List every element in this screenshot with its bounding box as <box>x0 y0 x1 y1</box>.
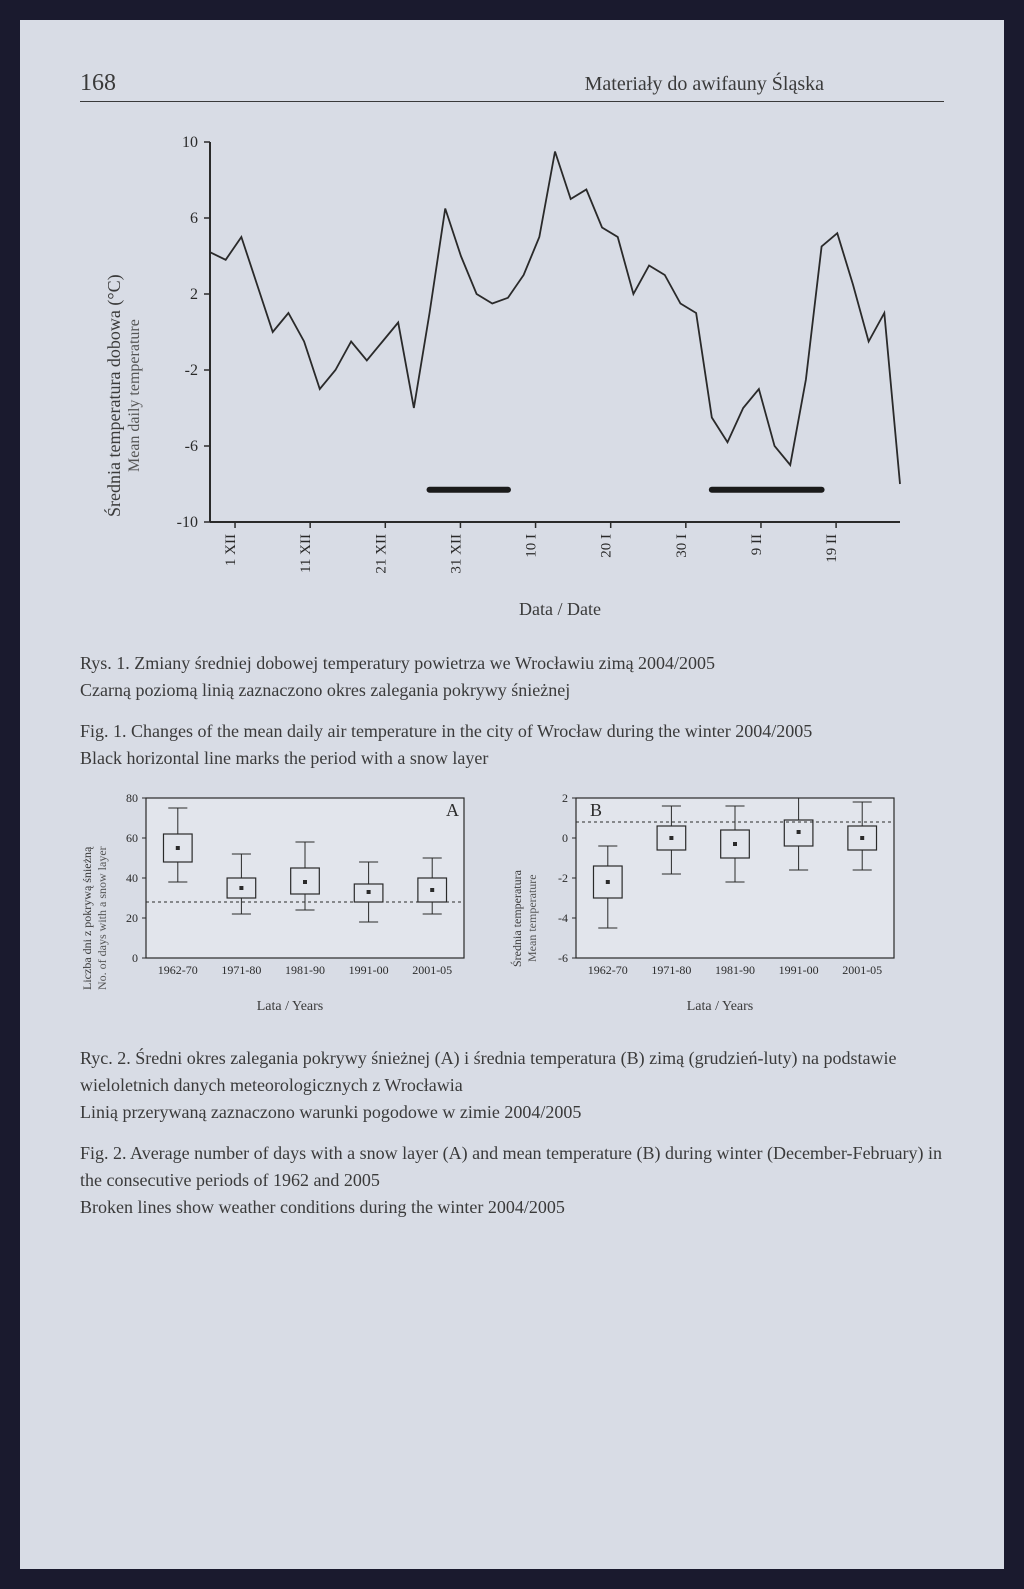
caption-1-en-note: Black horizontal line marks the period w… <box>80 748 488 768</box>
page-header: 168 Materiały do awifauny Śląska <box>80 70 944 102</box>
svg-text:1981-90: 1981-90 <box>715 963 755 977</box>
page-number: 168 <box>80 70 116 97</box>
svg-text:-2: -2 <box>185 362 198 379</box>
svg-text:1971-80: 1971-80 <box>221 963 261 977</box>
svg-text:2: 2 <box>562 792 568 805</box>
svg-text:19 II: 19 II <box>824 534 840 563</box>
svg-text:2001-05: 2001-05 <box>412 963 452 977</box>
caption-1-pl-note: Czarną poziomą linią zaznaczono okres za… <box>80 680 570 700</box>
caption-2-en-note: Broken lines show weather conditions dur… <box>80 1197 565 1217</box>
chart1-xlabel: Data / Date <box>210 599 910 620</box>
chart2a-svg: 0 20 40 60 80 1962-70 1971-80 1981-90 1991-00 200… <box>110 792 470 992</box>
chart2b-ylabel: Średnia temperatura Mean temperature <box>510 792 540 1015</box>
caption-2-pl-text: Średni okres zalegania pokrywy śnieżnej … <box>80 1048 897 1095</box>
svg-text:20 I: 20 I <box>599 534 615 558</box>
svg-text:30 I: 30 I <box>674 534 690 558</box>
chart1-plot-area: -10 -6 -2 2 6 10 1 XII 11 XII 21 XII 31 XII 10 I 20… <box>150 132 910 620</box>
svg-text:B: B <box>590 800 602 820</box>
page-header-title: Materiały do awifauny Śląska <box>585 73 824 96</box>
chart1-svg: -10 -6 -2 2 6 10 1 XII 11 XII 21 XII 31 XII 10 I 20… <box>150 132 910 592</box>
svg-text:31 XII: 31 XII <box>448 534 464 574</box>
caption-2-en: Fig. 2. Average number of days with a sn… <box>80 1140 944 1221</box>
chart1-ylabel-en: Mean daily temperature <box>126 320 143 473</box>
page: 168 Materiały do awifauny Śląska Średnia… <box>20 20 1004 1569</box>
svg-text:1991-00: 1991-00 <box>349 963 389 977</box>
svg-text:1991-00: 1991-00 <box>779 963 819 977</box>
svg-text:1962-70: 1962-70 <box>158 963 198 977</box>
caption-2-pl: Ryc. 2. Średni okres zalegania pokrywy ś… <box>80 1045 944 1126</box>
svg-text:6: 6 <box>190 210 198 227</box>
chart2a-ylabel: Liczba dni z pokrywą śnieżną No. of days… <box>80 792 110 1015</box>
chart2a-ylabel-pl: Liczba dni z pokrywą śnieżną <box>80 847 94 990</box>
svg-text:A: A <box>446 800 459 820</box>
caption-2-en-label: Fig. 2. <box>80 1143 127 1163</box>
svg-text:20: 20 <box>126 911 138 925</box>
chart2b-svg: -6 -4 -2 0 2 1962-70 1971-80 1981-90 1991-00 2001… <box>540 792 900 992</box>
svg-text:40: 40 <box>126 871 138 885</box>
caption-1-pl: Rys. 1. Zmiany średniej dobowej temperat… <box>80 650 944 704</box>
chart2b-ylabel-en: Mean temperature <box>525 875 539 963</box>
chart2b-ylabel-pl: Średnia temperatura <box>510 870 524 967</box>
caption-1-en-text: Changes of the mean daily air temperatur… <box>131 721 812 741</box>
svg-text:1981-90: 1981-90 <box>285 963 325 977</box>
caption-1-en: Fig. 1. Changes of the mean daily air te… <box>80 718 944 772</box>
svg-text:9 II: 9 II <box>749 534 765 555</box>
caption-1-en-label: Fig. 1. <box>80 721 127 741</box>
chart2a-ylabel-en: No. of days with a snow layer <box>95 847 109 991</box>
svg-text:0: 0 <box>132 951 138 965</box>
chart1-ylabel-pl: Średnia temperatura dobowa (°C) <box>104 275 124 518</box>
svg-text:1971-80: 1971-80 <box>651 963 691 977</box>
svg-text:21 XII: 21 XII <box>373 534 389 574</box>
svg-text:-10: -10 <box>177 514 198 531</box>
svg-text:1962-70: 1962-70 <box>588 963 628 977</box>
figure-2b: Średnia temperatura Mean temperature -6-… <box>510 792 900 1015</box>
chart2b-plot-area: -6 -4 -2 0 2 1962-70 1971-80 1981-90 1991-00 2001… <box>540 792 900 1015</box>
svg-text:-4: -4 <box>558 911 568 925</box>
figure-1: Średnia temperatura dobowa (°C) Mean dai… <box>100 132 944 620</box>
figure-2: Liczba dni z pokrywą śnieżną No. of days… <box>80 792 944 1015</box>
svg-text:10 I: 10 I <box>524 534 540 558</box>
svg-text:2: 2 <box>190 286 198 303</box>
caption-1-pl-label: Rys. 1. <box>80 653 130 673</box>
caption-1-pl-text: Zmiany średniej dobowej temperatury powi… <box>134 653 715 673</box>
figure-2a: Liczba dni z pokrywą śnieżną No. of days… <box>80 792 470 1015</box>
svg-text:10: 10 <box>182 134 198 151</box>
svg-text:0: 0 <box>562 831 568 845</box>
caption-2-pl-note: Linią przerywaną zaznaczono warunki pogo… <box>80 1102 581 1122</box>
svg-text:11 XII: 11 XII <box>298 534 314 573</box>
caption-2-pl-label: Ryc. 2. <box>80 1048 131 1068</box>
caption-2-en-text: Average number of days with a snow layer… <box>80 1143 942 1190</box>
svg-text:-6: -6 <box>185 438 198 455</box>
svg-text:60: 60 <box>126 831 138 845</box>
chart1-ylabel: Średnia temperatura dobowa (°C) Mean dai… <box>100 132 150 620</box>
svg-text:-6: -6 <box>558 951 568 965</box>
chart2b-xlabel: Lata / Years <box>540 999 900 1015</box>
svg-text:80: 80 <box>126 792 138 805</box>
svg-text:1 XII: 1 XII <box>223 534 239 566</box>
chart2a-xlabel: Lata / Years <box>110 999 470 1015</box>
chart2a-plot-area: 0 20 40 60 80 1962-70 1971-80 1981-90 1991-00 200… <box>110 792 470 1015</box>
svg-text:-2: -2 <box>558 871 568 885</box>
svg-text:2001-05: 2001-05 <box>842 963 882 977</box>
